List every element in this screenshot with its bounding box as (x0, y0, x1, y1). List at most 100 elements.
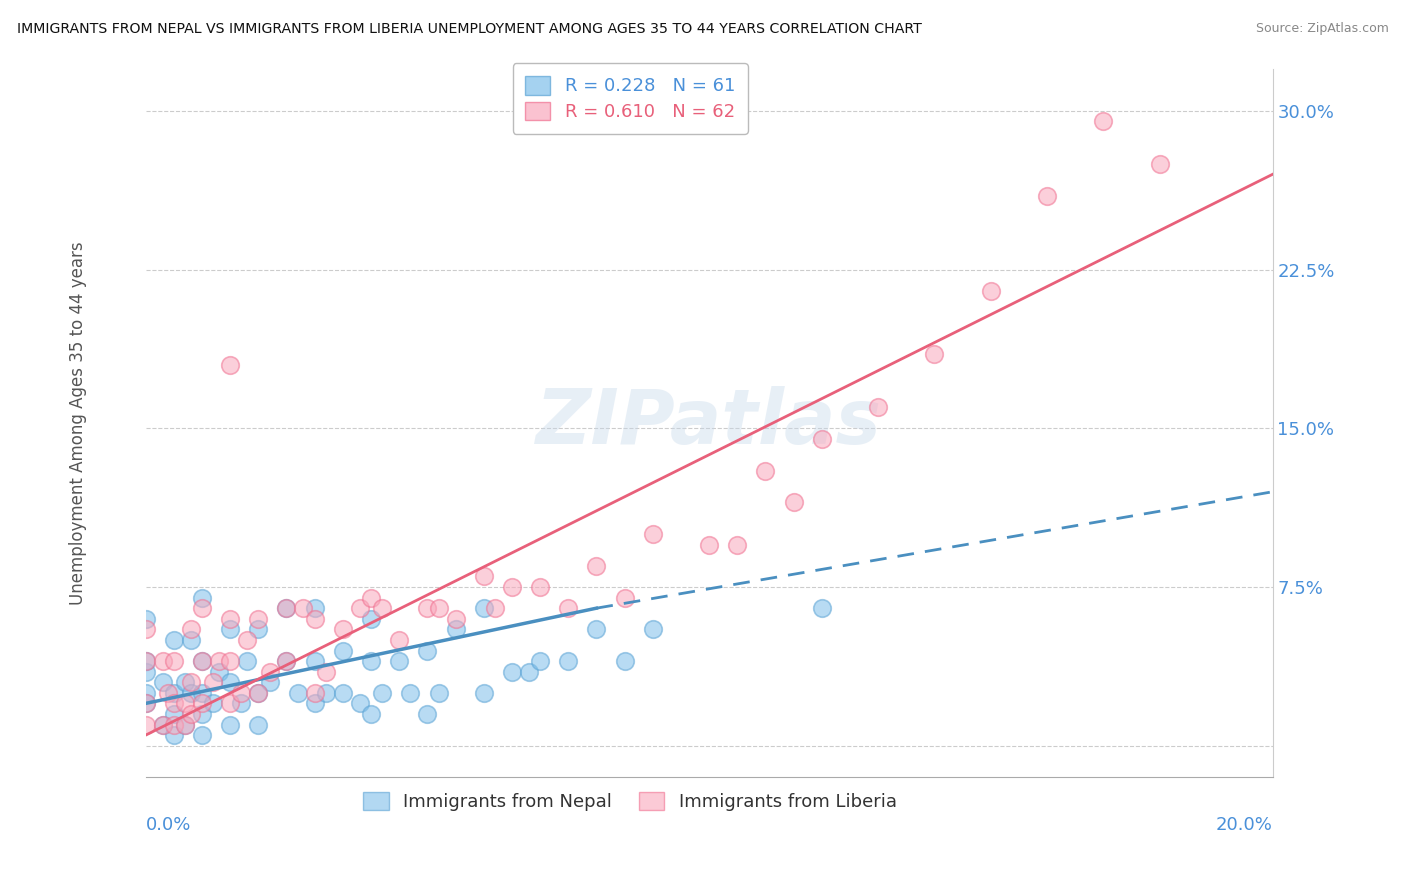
Point (180, 623, 202, 637)
Point (529, 580, 551, 594)
Point (202, 697, 225, 711)
Point (472, 601, 495, 615)
Point (135, 654, 157, 668)
Point (782, 495, 804, 509)
Point (219, 612, 242, 626)
Point (484, 601, 506, 615)
Point (247, 686, 270, 700)
Point (472, 569, 495, 583)
Point (163, 706, 186, 721)
Point (135, 697, 157, 711)
Point (641, 623, 664, 637)
Point (416, 601, 439, 615)
Point (191, 697, 214, 711)
Point (315, 686, 337, 700)
Point (276, 601, 298, 615)
Point (276, 654, 298, 668)
Point (304, 601, 326, 615)
Point (725, 538, 748, 552)
Point (810, 432, 832, 446)
Point (585, 623, 607, 637)
Point (259, 665, 281, 679)
Point (557, 654, 579, 668)
Text: Unemployment Among Ages 35 to 44 years: Unemployment Among Ages 35 to 44 years (69, 241, 87, 605)
Point (371, 601, 394, 615)
Point (163, 697, 186, 711)
Point (332, 643, 354, 657)
Text: IMMIGRANTS FROM NEPAL VS IMMIGRANTS FROM LIBERIA UNEMPLOYMENT AMONG AGES 35 TO 4: IMMIGRANTS FROM NEPAL VS IMMIGRANTS FROM… (17, 22, 922, 37)
Point (191, 654, 214, 668)
Point (315, 665, 337, 679)
Point (349, 697, 371, 711)
Point (304, 612, 326, 626)
Point (135, 654, 157, 668)
Point (287, 686, 309, 700)
Text: 20.0%: 20.0% (1216, 815, 1272, 834)
Point (529, 654, 551, 668)
Point (135, 717, 157, 731)
Point (444, 612, 467, 626)
Point (360, 591, 382, 605)
Point (236, 654, 259, 668)
Point (191, 591, 214, 605)
Point (517, 665, 540, 679)
Point (501, 665, 523, 679)
Point (219, 358, 242, 372)
Point (304, 686, 326, 700)
Point (219, 654, 242, 668)
Point (371, 686, 394, 700)
Point (697, 538, 720, 552)
Point (613, 591, 636, 605)
Text: Source: ZipAtlas.com: Source: ZipAtlas.com (1256, 22, 1389, 36)
Point (236, 632, 259, 647)
Point (180, 675, 202, 690)
Point (191, 706, 214, 721)
Point (191, 686, 214, 700)
Point (427, 686, 450, 700)
Point (191, 601, 214, 615)
Point (191, 728, 214, 742)
Point (219, 675, 242, 690)
Point (180, 686, 202, 700)
Point (292, 601, 315, 615)
Point (399, 686, 422, 700)
Point (135, 665, 157, 679)
Point (868, 400, 890, 414)
Point (924, 347, 946, 361)
Point (259, 675, 281, 690)
Point (641, 527, 664, 541)
Point (1092, 114, 1115, 128)
Point (163, 717, 186, 731)
Text: 0.0%: 0.0% (146, 815, 191, 834)
Point (191, 654, 214, 668)
Point (247, 612, 270, 626)
Point (349, 601, 371, 615)
Point (247, 686, 270, 700)
Point (135, 612, 157, 626)
Legend: Immigrants from Nepal, Immigrants from Liberia: Immigrants from Nepal, Immigrants from L… (356, 784, 904, 818)
Point (360, 706, 382, 721)
Point (416, 643, 439, 657)
Point (427, 601, 450, 615)
Point (163, 632, 186, 647)
Point (754, 464, 776, 478)
Point (163, 686, 186, 700)
Point (304, 697, 326, 711)
Point (557, 601, 579, 615)
Point (152, 717, 174, 731)
Point (174, 717, 197, 731)
Point (152, 654, 174, 668)
Point (174, 675, 197, 690)
Point (180, 706, 202, 721)
Point (219, 623, 242, 637)
Point (247, 717, 270, 731)
Point (388, 632, 411, 647)
Point (231, 686, 253, 700)
Point (231, 697, 253, 711)
Point (180, 632, 202, 647)
Point (135, 686, 157, 700)
Point (416, 706, 439, 721)
Point (135, 697, 157, 711)
Point (219, 697, 242, 711)
Point (276, 654, 298, 668)
